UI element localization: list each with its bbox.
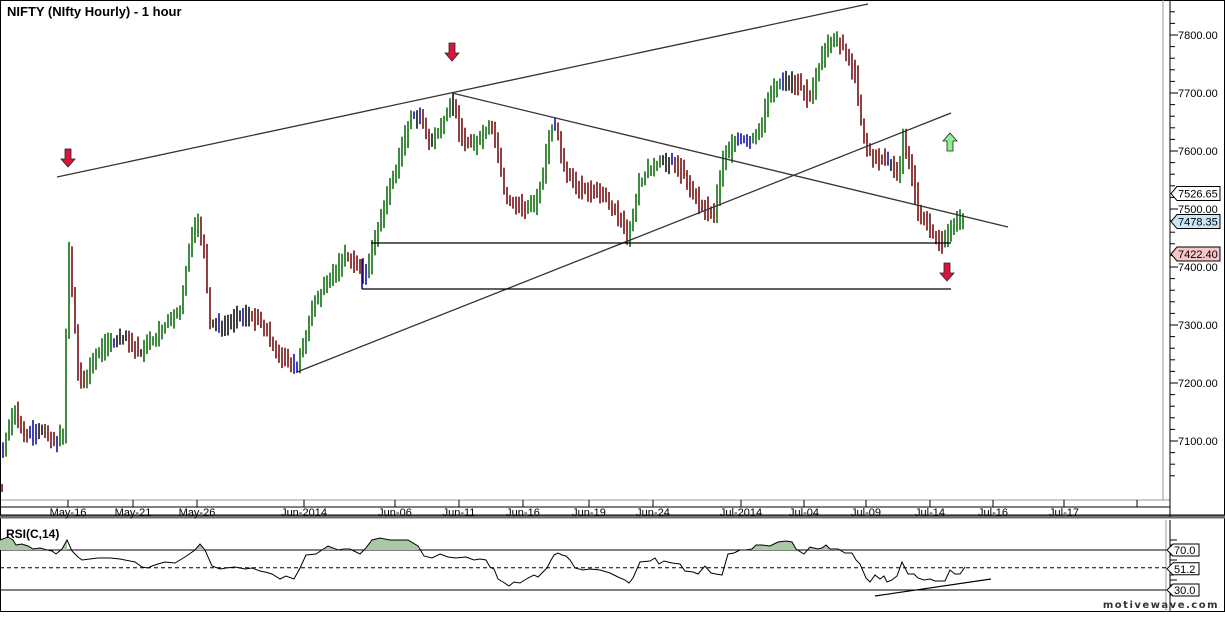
time-tick-label: Jun-16 [506, 507, 540, 519]
up-arrow-icon [942, 132, 958, 152]
price-marker-red: 7422.40 [1170, 246, 1221, 262]
price-tick-label: 7600.00 [1178, 146, 1218, 158]
svg-text:7478.35: 7478.35 [1178, 217, 1218, 229]
rsi-line [0, 536, 966, 587]
rsi-trendline[interactable] [874, 578, 992, 597]
chart-title: NIFTY (NIfty Hourly) - 1 hour [7, 4, 182, 19]
rsi-label: RSI(C,14) [6, 527, 60, 541]
price-marker-white: 7526.65 [1170, 186, 1221, 202]
svg-text:70.0: 70.0 [1174, 545, 1195, 557]
price-tick-label: 7400.00 [1178, 262, 1218, 274]
down-arrow-icon [60, 148, 76, 168]
time-tick-label: May-21 [115, 507, 152, 519]
watermark: motivewave.com [1102, 600, 1219, 611]
svg-text:7422.40: 7422.40 [1178, 249, 1218, 261]
rsi-overbought-fill [0, 537, 838, 550]
price-tick-label: 7300.00 [1178, 320, 1218, 332]
trendlines[interactable] [56, 3, 1009, 373]
svg-text:7526.65: 7526.65 [1178, 189, 1218, 201]
price-tick-label: 7200.00 [1178, 378, 1218, 390]
rsi-marker: 51.2 [1166, 562, 1200, 576]
time-tick-label: Jun-11 [443, 507, 476, 519]
rsi-marker: 30.0 [1166, 583, 1200, 597]
time-tick-label: May-26 [179, 507, 216, 519]
time-tick-label: May-16 [50, 507, 87, 519]
rsi-marker: 70.0 [1166, 543, 1200, 557]
price-tick-label: 7500.00 [1178, 204, 1218, 216]
down-arrow-icon [444, 42, 460, 62]
time-tick-label: Jul-16 [978, 507, 1008, 519]
time-tick-label: Jul-17 [1049, 507, 1079, 519]
svg-text:51.2: 51.2 [1174, 564, 1195, 576]
time-tick-label: Jul-14 [915, 507, 945, 519]
time-tick-label: Jun-06 [378, 507, 412, 519]
time-tick-label: Jun-19 [572, 507, 606, 519]
price-tick-label: 7100.00 [1178, 436, 1218, 448]
time-tick-label: Jul-09 [851, 507, 881, 519]
time-tick-label: Jun-2014 [281, 507, 327, 519]
time-tick-label: Jul-04 [789, 507, 819, 519]
down-arrow-icon [939, 262, 955, 282]
price-tick-label: 7800.00 [1178, 30, 1218, 42]
price-marker-blue: 7478.35 [1170, 214, 1221, 230]
svg-text:30.0: 30.0 [1174, 585, 1195, 597]
time-tick-label: Jun-24 [636, 507, 670, 519]
price-bars [1, 31, 964, 492]
time-tick-label: Jul-2014 [720, 507, 762, 519]
price-tick-label: 7700.00 [1178, 88, 1218, 100]
